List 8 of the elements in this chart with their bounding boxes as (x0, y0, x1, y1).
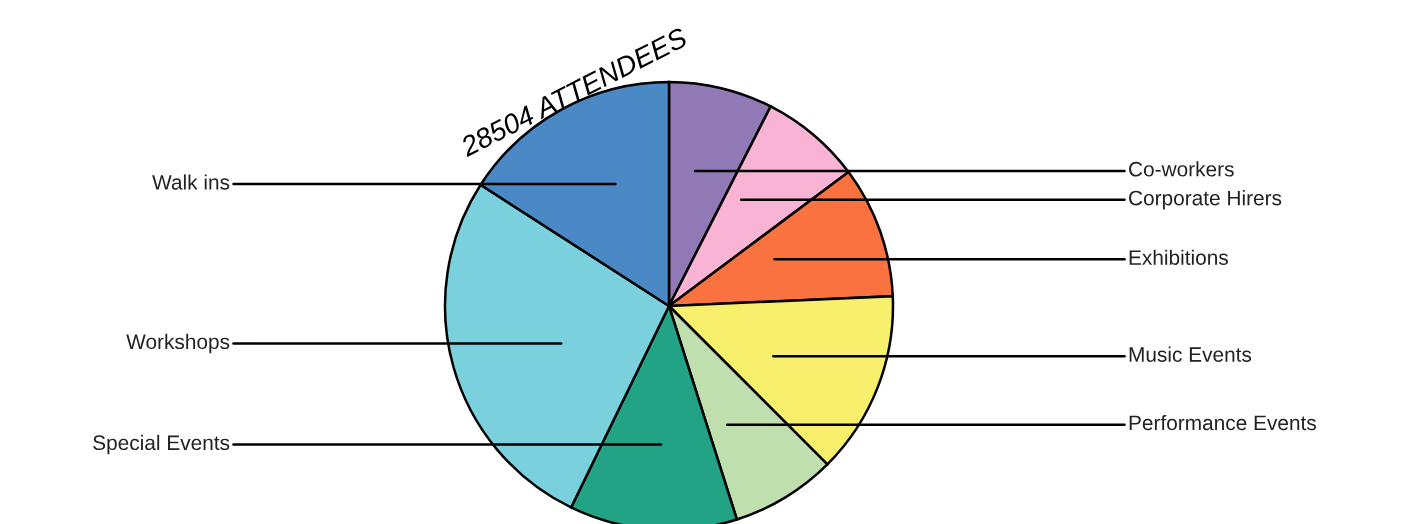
slice-label: Exhibitions (1129, 249, 1228, 265)
slice-label: Special Events (93, 434, 230, 455)
slice-label: Workshops (126, 333, 230, 354)
slice-label: Music Events (1129, 346, 1252, 362)
slice-label: Performance Events (1129, 414, 1316, 431)
slice-label: Co-workers (1129, 161, 1234, 177)
slice-label: Walk ins (152, 174, 230, 190)
slice-label: Corporate Hirers (1129, 190, 1282, 210)
